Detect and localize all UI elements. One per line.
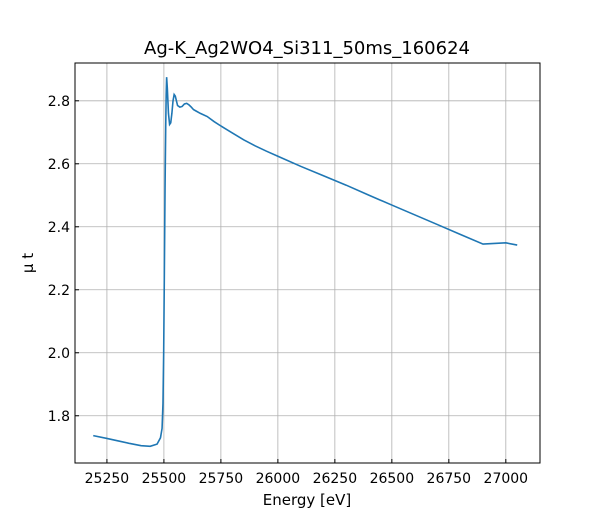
x-tick-label: 26250 — [313, 471, 358, 487]
x-tick-label: 25500 — [142, 471, 187, 487]
y-tick-label: 1.8 — [48, 409, 70, 425]
y-tick-label: 2.4 — [48, 220, 70, 236]
y-tick-label: 2.2 — [48, 283, 70, 299]
plot-frame — [74, 62, 541, 464]
y-tick-label: 2.6 — [48, 157, 70, 173]
x-tick-label: 25750 — [199, 471, 244, 487]
y-tick-label: 2.8 — [48, 94, 70, 110]
x-tick-label: 26750 — [427, 471, 472, 487]
x-tick-label: 26500 — [370, 471, 415, 487]
x-tick-label: 27000 — [484, 471, 529, 487]
series-line — [93, 77, 518, 448]
y-tick-label: 2.0 — [48, 346, 70, 362]
chart-title: Ag-K_Ag2WO4_Si311_50ms_160624 — [144, 38, 470, 59]
x-tick-label: 25250 — [85, 471, 130, 487]
y-axis-label: μ t — [19, 253, 37, 273]
x-axis-ticks: 25250 25500 25750 26000 26250 26500 26750 27000 — [85, 459, 528, 487]
grid — [75, 63, 540, 463]
y-axis-ticks: 1.8 2.0 2.2 2.4 2.6 2.8 — [48, 94, 79, 425]
x-tick-label: 26000 — [256, 471, 301, 487]
x-axis-label: Energy [eV] — [263, 491, 351, 509]
